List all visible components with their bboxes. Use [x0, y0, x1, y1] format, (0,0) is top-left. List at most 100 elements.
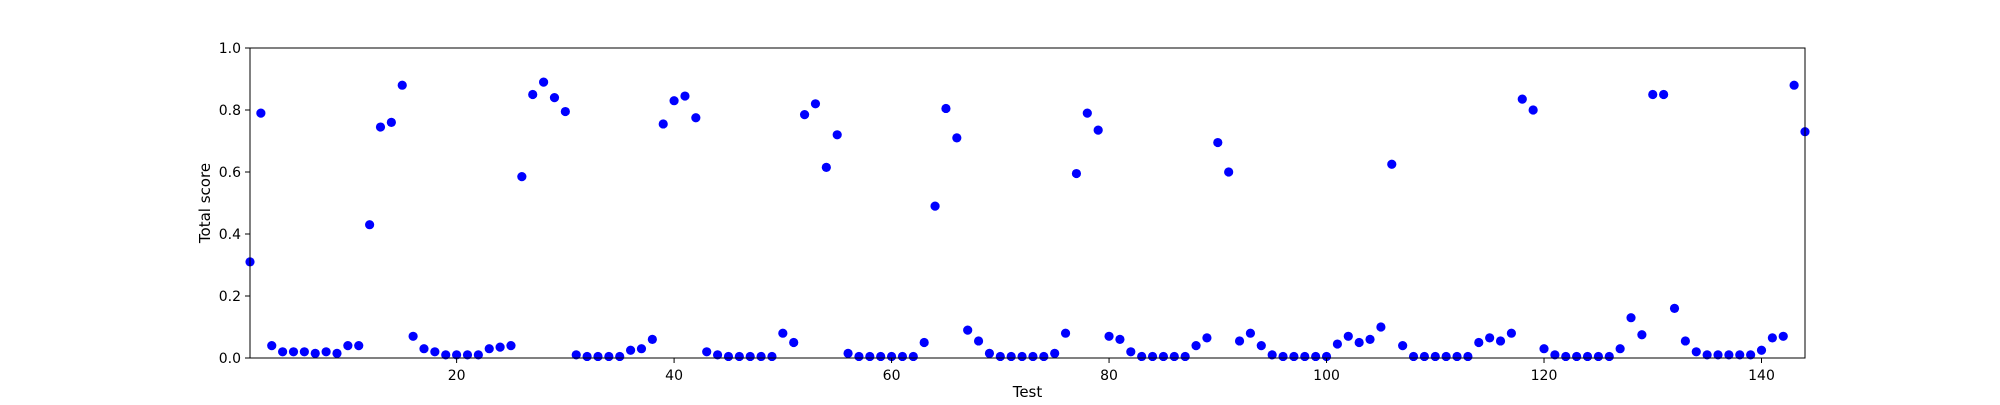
data-point [1191, 341, 1201, 351]
data-point [1702, 350, 1712, 360]
data-point [1430, 351, 1440, 362]
data-point [1756, 345, 1767, 355]
data-point [1441, 351, 1451, 362]
data-point [995, 351, 1005, 362]
plot-frame [249, 47, 1806, 359]
y-tick-label: 0.8 [219, 103, 241, 119]
data-point [582, 351, 592, 362]
data-point [1050, 348, 1060, 358]
data-point [332, 348, 342, 358]
data-point [1060, 328, 1071, 338]
data-point [1300, 351, 1310, 362]
data-point [1311, 351, 1321, 362]
data-point [1528, 105, 1538, 115]
data-point [1202, 333, 1212, 343]
data-point [1093, 125, 1103, 135]
data-point [1137, 351, 1147, 362]
data-point [408, 331, 418, 341]
data-point [1017, 351, 1027, 362]
data-point [756, 351, 766, 362]
data-point [669, 96, 679, 106]
data-point [1626, 313, 1636, 323]
data-point [593, 351, 603, 362]
data-point [1419, 351, 1430, 362]
data-point [343, 341, 353, 351]
data-point [832, 130, 842, 140]
data-point [1224, 167, 1234, 177]
data-point [723, 351, 734, 362]
data-point [1365, 334, 1375, 344]
data-point [1245, 328, 1256, 338]
data-point [1485, 333, 1495, 343]
y-tick-label: 1.0 [219, 41, 241, 57]
data-point [1789, 80, 1799, 90]
data-point [1669, 303, 1680, 313]
data-point [560, 106, 570, 117]
data-point [1398, 341, 1408, 351]
data-point [1746, 350, 1756, 360]
data-point [1735, 350, 1745, 360]
data-point [1506, 328, 1516, 338]
data-point [886, 351, 897, 362]
data-point [1082, 108, 1092, 118]
x-tick-label: 40 [665, 368, 683, 384]
data-point [517, 172, 527, 182]
data-point [375, 122, 386, 132]
data-point [876, 351, 886, 362]
data-point [908, 351, 918, 362]
data-point [973, 336, 984, 346]
y-axis-title: Total score [196, 163, 214, 244]
data-point [1572, 351, 1582, 362]
data-point [1463, 351, 1473, 362]
y-axis-ticks: 0.0 0.2 0.4 0.6 0.8 1.0 [219, 41, 250, 367]
data-point [636, 344, 647, 354]
data-point [484, 344, 494, 354]
data-point [843, 348, 853, 358]
data-point [473, 350, 483, 360]
data-point [821, 162, 831, 172]
data-point [734, 351, 744, 362]
data-point [984, 348, 995, 358]
data-point [549, 93, 560, 103]
data-point [1604, 351, 1614, 362]
data-point [963, 325, 973, 335]
data-point [1637, 330, 1647, 340]
y-tick-label: 0.4 [219, 227, 241, 243]
data-point [1158, 351, 1169, 362]
x-tick-label: 60 [883, 368, 901, 384]
data-point [1169, 351, 1179, 362]
data-point [767, 351, 777, 362]
data-point [1180, 351, 1190, 362]
data-point [1126, 347, 1136, 357]
data-point [1213, 137, 1223, 148]
data-point [1517, 94, 1527, 104]
data-point [1354, 337, 1364, 348]
data-point [495, 342, 505, 352]
data-point [1104, 331, 1114, 341]
data-point [1071, 168, 1082, 179]
data-point [1550, 350, 1560, 360]
data-point [386, 117, 396, 127]
x-tick-label: 140 [1748, 368, 1775, 384]
data-point [506, 341, 516, 351]
data-point [354, 341, 364, 351]
data-point [419, 344, 429, 354]
y-tick-label: 0.2 [219, 289, 241, 305]
data-point [1713, 350, 1723, 360]
data-point [1539, 344, 1549, 354]
data-point [1039, 351, 1049, 362]
data-point [1593, 351, 1603, 362]
data-point [1691, 347, 1701, 357]
data-point [897, 351, 908, 362]
data-point [1724, 350, 1734, 360]
data-point [452, 350, 462, 360]
data-point [647, 334, 657, 344]
data-point [1495, 336, 1506, 346]
data-point [1028, 351, 1038, 362]
data-point [321, 347, 331, 357]
data-point [310, 348, 320, 358]
data-point [1615, 344, 1625, 354]
data-point [299, 347, 309, 357]
